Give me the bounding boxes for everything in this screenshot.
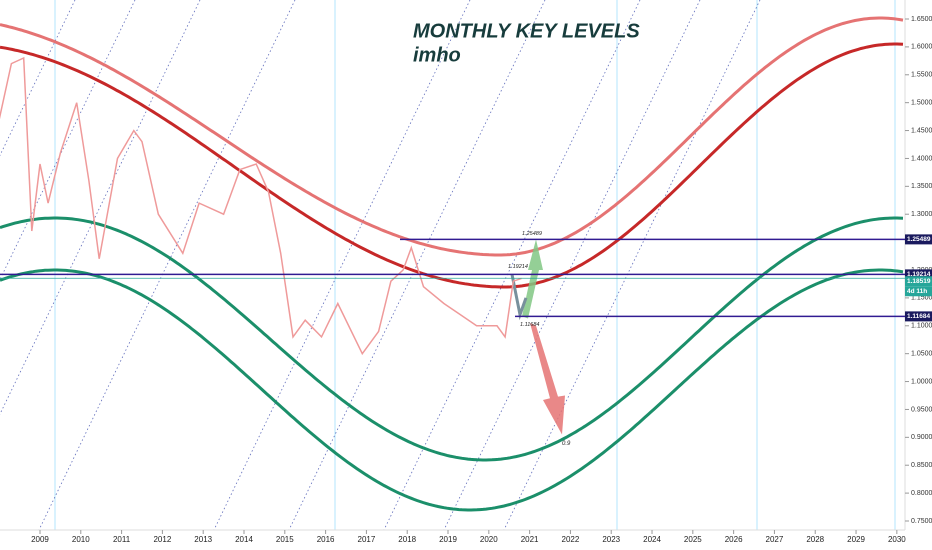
x-tick-label: 2009 — [31, 535, 49, 544]
x-tick-label: 2029 — [847, 535, 865, 544]
x-tick-label: 2019 — [439, 535, 457, 544]
x-tick-label: 2017 — [358, 535, 376, 544]
chart-subtitle: imho — [413, 44, 461, 66]
wave-curve — [0, 16, 904, 257]
price-badge — [905, 234, 932, 245]
x-tick-label: 2014 — [235, 535, 253, 544]
price-badge — [905, 286, 932, 297]
price-badge — [905, 269, 932, 280]
price-badge-label: 1.25489 — [907, 236, 931, 243]
wave-curve — [0, 216, 904, 462]
wave-curve — [0, 42, 904, 289]
y-tick-label: 1.10000 — [911, 323, 932, 330]
price-line — [0, 56, 522, 356]
x-tick-label: 2018 — [398, 535, 416, 544]
x-tick-label: 2025 — [684, 535, 702, 544]
arrow-gray — [510, 274, 528, 321]
x-tick-label: 2023 — [602, 535, 620, 544]
y-tick-label: 1.50000 — [911, 100, 932, 107]
price-badge — [905, 276, 932, 287]
x-tick-label: 2015 — [276, 535, 294, 544]
y-tick-label: 1.15000 — [911, 295, 932, 302]
y-tick-label: 1.45000 — [911, 127, 932, 134]
y-tick-label: 1.30000 — [911, 211, 932, 218]
y-tick-label: 0.95000 — [911, 406, 932, 413]
y-tick-label: 1.65000 — [911, 16, 932, 23]
x-tick-label: 2026 — [725, 535, 743, 544]
y-tick-label: 1.55000 — [911, 72, 932, 79]
y-tick-label: 1.60000 — [911, 44, 932, 51]
price-badge-label: 1.19214 — [907, 271, 931, 278]
x-tick-label: 2012 — [153, 535, 171, 544]
x-tick-label: 2022 — [562, 535, 580, 544]
x-tick-label: 2020 — [480, 535, 498, 544]
y-tick-label: 1.00000 — [911, 378, 932, 385]
x-tick-label: 2011 — [113, 535, 131, 544]
x-tick-label: 2016 — [317, 535, 335, 544]
y-tick-label: 1.05000 — [911, 351, 932, 358]
price-badge-label: 1.11684 — [907, 313, 931, 320]
drawings — [0, 0, 904, 531]
price-badge-label: 1.18519 — [907, 278, 931, 285]
x-tick-label: 2027 — [766, 535, 784, 544]
x-tick-label: 2021 — [521, 535, 539, 544]
level-annotation: 1.19214 — [508, 264, 528, 270]
level-annotation: 1.11684 — [520, 322, 539, 328]
x-tick-label: 2030 — [888, 535, 906, 544]
x-tick-label: 2024 — [643, 535, 661, 544]
y-tick-label: 1.35000 — [911, 183, 932, 190]
level-annotation: 1.25489 — [522, 231, 542, 237]
x-tick-label: 2028 — [806, 535, 824, 544]
price-badge-label: 4d 11h — [907, 288, 927, 295]
chart-title: MONTHLY KEY LEVELS — [413, 20, 640, 42]
y-tick-label: 1.40000 — [911, 155, 932, 162]
x-tick-label: 2010 — [72, 535, 90, 544]
x-tick-label: 2013 — [194, 535, 212, 544]
wave-curve — [0, 268, 904, 512]
arrow-down — [530, 322, 565, 435]
target-label: 0.9 — [562, 441, 571, 447]
price-badge — [905, 311, 932, 322]
